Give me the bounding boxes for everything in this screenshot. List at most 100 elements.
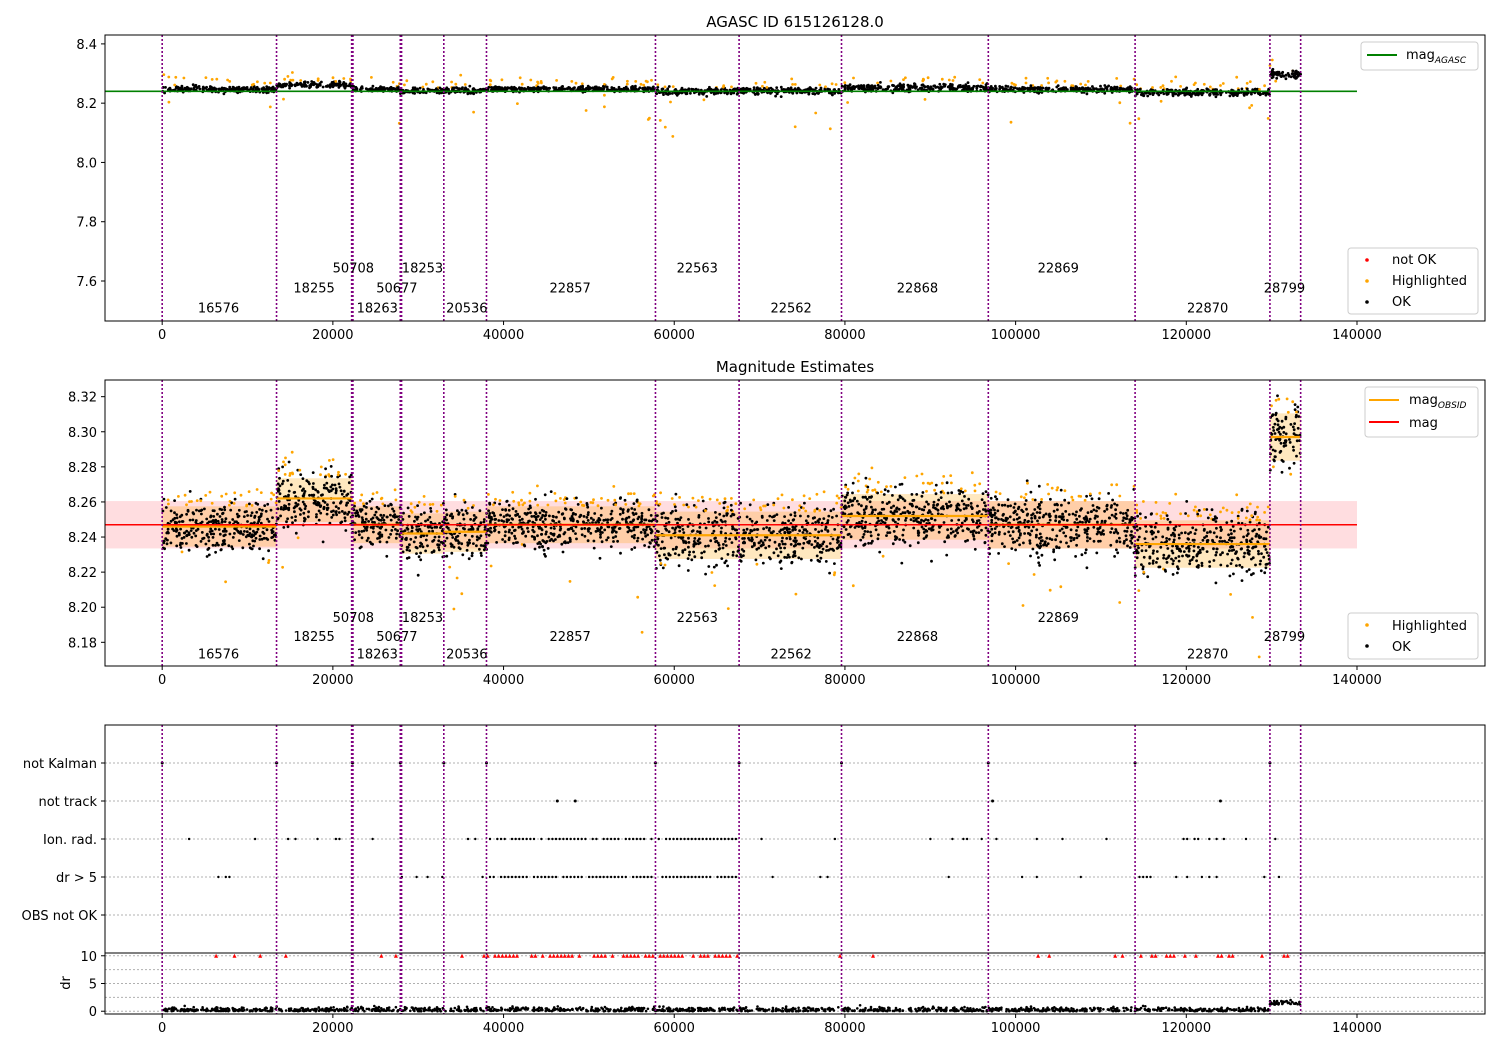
panel2-point xyxy=(687,553,691,557)
panel1-point xyxy=(299,79,303,82)
panel2-point xyxy=(204,542,208,546)
panel2-point xyxy=(287,493,290,497)
panel2-point xyxy=(285,507,289,510)
panel2-point xyxy=(956,507,960,511)
panel2-point xyxy=(478,509,482,513)
panel2-point xyxy=(731,550,735,554)
panel1-point xyxy=(308,85,312,89)
panel1-point xyxy=(1009,85,1013,89)
panel1-point xyxy=(588,86,592,89)
panel2-point xyxy=(614,503,618,507)
panel1-point xyxy=(1040,86,1044,90)
panel2-point xyxy=(676,517,680,521)
panel2-point xyxy=(482,518,486,521)
panel2-point xyxy=(606,498,610,502)
panel2-point xyxy=(452,545,456,549)
panel2-point xyxy=(640,511,644,515)
panel2-point xyxy=(493,528,497,532)
panel2-point xyxy=(822,540,826,544)
panel2-point xyxy=(692,540,696,543)
panel2-point xyxy=(190,535,194,539)
panel2-point xyxy=(958,492,961,496)
panel2-point xyxy=(1002,512,1005,516)
panel2-point xyxy=(632,502,636,505)
panel1-frame xyxy=(104,34,1486,322)
panel2-point xyxy=(568,540,572,543)
panel1-point xyxy=(775,92,779,96)
panel2-point xyxy=(714,540,717,544)
panel2-point xyxy=(407,556,411,559)
panel1-ytick-label: 7.6 xyxy=(76,275,97,290)
panel1-point xyxy=(179,88,183,91)
panel2-point xyxy=(1118,536,1121,540)
panel2-point xyxy=(487,509,490,513)
panel2-point xyxy=(357,515,361,518)
panel2-point xyxy=(508,528,511,532)
panel2-point xyxy=(793,551,797,555)
panel2-point xyxy=(1030,520,1034,524)
panel2-point xyxy=(462,498,466,502)
panel2-point xyxy=(474,516,478,519)
panel2-point xyxy=(299,473,303,476)
panel1-point xyxy=(790,77,794,81)
panel2-point xyxy=(876,491,879,495)
panel1-point xyxy=(339,84,342,88)
panel1-point xyxy=(979,85,983,89)
panel1-point xyxy=(472,92,476,96)
panel2-point xyxy=(1101,529,1105,532)
panel2-point xyxy=(851,481,855,485)
panel2-point xyxy=(954,534,957,537)
panel2-point xyxy=(209,514,213,518)
panel2-point xyxy=(414,536,418,539)
panel2-point xyxy=(179,527,183,531)
panel1-point xyxy=(222,92,226,96)
panel1-point xyxy=(328,85,332,89)
panel2-point xyxy=(957,518,961,522)
panel2-point xyxy=(851,499,855,503)
panel1-point xyxy=(902,78,905,81)
panel2-point xyxy=(253,521,256,525)
panel2-point xyxy=(995,497,999,501)
panel2-point xyxy=(677,535,681,539)
panel2-point xyxy=(574,513,577,516)
panel1-xtick-label: 140000 xyxy=(1332,328,1382,343)
panel2-point xyxy=(1052,550,1055,554)
panel1-point xyxy=(758,87,762,91)
panel2-point xyxy=(794,543,797,547)
panel2-point xyxy=(753,528,756,532)
panel2-point xyxy=(592,498,595,502)
panel1-point xyxy=(580,82,584,86)
panel1-point xyxy=(1219,84,1222,87)
panel1-point xyxy=(547,87,551,90)
panel1-point xyxy=(173,83,177,87)
panel2-point xyxy=(609,518,613,522)
panel2-point xyxy=(892,519,895,522)
panel2-point xyxy=(465,511,469,515)
panel2-point xyxy=(471,526,474,530)
panel1-point xyxy=(426,87,430,91)
panel2-point xyxy=(428,515,432,519)
panel2-point xyxy=(337,511,341,514)
panel2-point xyxy=(667,520,671,524)
panel2-point xyxy=(1012,506,1016,509)
panel1-point xyxy=(669,100,672,104)
panel2-point xyxy=(166,527,170,531)
panel2-point xyxy=(971,518,974,522)
panel1-point xyxy=(603,105,606,109)
panel2-point xyxy=(169,509,173,513)
panel2-point xyxy=(763,538,767,542)
panel1-point xyxy=(1215,88,1218,92)
panel2-point xyxy=(822,490,826,494)
panel2-point xyxy=(575,496,578,500)
panel1-point xyxy=(444,87,448,91)
panel1-point xyxy=(927,87,931,90)
panel2-point xyxy=(579,514,583,517)
panel1-point xyxy=(1118,87,1122,90)
panel2-point xyxy=(839,545,843,549)
panel2-point xyxy=(973,483,977,487)
panel2-point xyxy=(208,490,212,494)
panel2-point xyxy=(233,532,236,535)
panel2-point xyxy=(334,511,338,514)
panel2-point xyxy=(319,465,323,469)
panel1-point xyxy=(331,76,335,80)
